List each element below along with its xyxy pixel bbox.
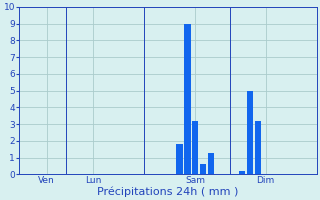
Bar xyxy=(176,144,183,174)
X-axis label: Précipitations 24h ( mm ): Précipitations 24h ( mm ) xyxy=(97,186,238,197)
Bar xyxy=(200,164,206,174)
Bar xyxy=(184,24,190,174)
Bar xyxy=(239,171,245,174)
Bar xyxy=(255,121,261,174)
Bar xyxy=(247,91,253,174)
Bar xyxy=(192,121,198,174)
Bar xyxy=(208,153,214,174)
